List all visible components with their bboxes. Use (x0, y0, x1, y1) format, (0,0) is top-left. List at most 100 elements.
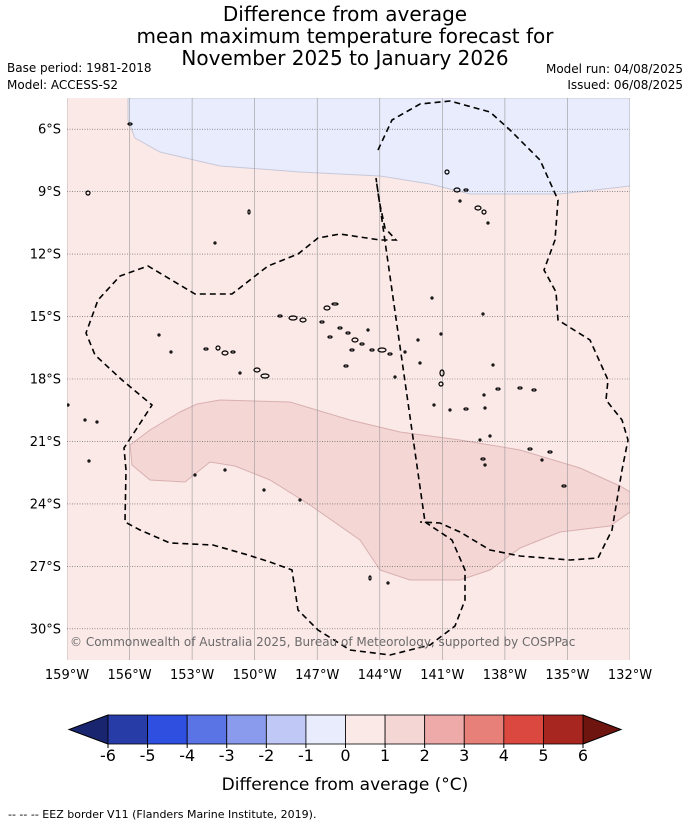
longitude-tick-label: 132°W (608, 668, 652, 683)
island-outline (540, 458, 544, 462)
colorbar-tick-label: -5 (140, 746, 156, 765)
island-outline (366, 328, 370, 332)
colorbar-swatch (384, 714, 426, 745)
copyright-notice: © Commonwealth of Australia 2025, Bureau… (70, 635, 575, 649)
colorbar-tick-label: -2 (258, 746, 274, 765)
island-outline (448, 408, 452, 412)
island-outline (95, 420, 99, 424)
graticule (67, 98, 630, 660)
island-outline (416, 338, 420, 342)
longitude-tick-label: 156°W (107, 668, 151, 683)
longitude-tick-label: 135°W (545, 668, 589, 683)
latitude-tick-label: 27°S (30, 560, 61, 575)
colorbar-swatch (503, 714, 544, 745)
colorbar-over-arrow (582, 714, 623, 745)
island-outline (386, 581, 390, 585)
colorbar-tick-label: -3 (219, 746, 235, 765)
island-outline (368, 575, 372, 581)
longitude-tick-labels: 159°W 156°W 153°W 150°W 147°W 144°W 141°W 138°W… (45, 668, 652, 683)
latitude-tick-label: 18°S (30, 373, 61, 388)
colorbar-swatch (543, 714, 584, 745)
title-line-2: mean maximum temperature forecast for (136, 24, 554, 48)
island-outline (527, 447, 533, 451)
island-outline (83, 418, 87, 422)
longitude-tick-label: 138°W (483, 668, 527, 683)
island-outline (345, 331, 351, 335)
colorbar-tick-label: -1 (298, 746, 314, 765)
title-line-3: November 2025 to January 2026 (181, 46, 509, 70)
island-outline (327, 335, 333, 339)
longitude-tick-label: 147°W (295, 668, 339, 683)
latitude-tick-label: 24°S (30, 497, 61, 512)
island-outline (85, 190, 91, 196)
island-outline (215, 345, 221, 351)
island-outline (157, 333, 161, 337)
colorbar-tick-label: 1 (380, 746, 390, 765)
colorbar-tick-label: 3 (459, 746, 469, 765)
island-outline (474, 205, 482, 211)
island-outline (491, 363, 495, 367)
island-outline (87, 459, 91, 463)
colorbar-label: Difference from average (°C) (222, 775, 469, 795)
latitude-tick-label: 6°S (38, 123, 61, 138)
base-period-label: Base period: 1981-2018 (7, 61, 152, 75)
island-outline (403, 350, 407, 354)
colorbar-tick-label: 6 (578, 746, 588, 765)
longitude-tick-label: 144°W (358, 668, 402, 683)
island-outline (481, 312, 485, 316)
latitude-tick-label: 21°S (30, 435, 61, 450)
island-outline (288, 315, 298, 321)
colorbar-swatch (424, 714, 465, 745)
latitude-tick-label: 9°S (38, 185, 61, 200)
eez-border-line (85, 100, 629, 656)
colorbar-tick-label: -6 (100, 746, 116, 765)
colorbar-legend: -6 -5 -4 -3 -2 -1 0 1 2 3 4 5 6 (67, 714, 623, 765)
island-outline (483, 463, 487, 467)
model-run-label: Model run: 04/08/2025 (545, 62, 683, 76)
island-outline (223, 468, 227, 472)
island-outline (203, 347, 209, 351)
colorbar-tick-label: -4 (179, 746, 195, 765)
colorbar-swatch (463, 714, 505, 745)
island-outline (277, 314, 283, 318)
island-outline (486, 221, 490, 225)
island-outline (377, 347, 387, 353)
longitude-tick-label: 150°W (233, 668, 277, 683)
island-outline (221, 350, 229, 356)
island-outline (230, 350, 236, 354)
island-outline (260, 373, 270, 379)
island-outline (349, 348, 355, 352)
island-outline (67, 403, 70, 407)
island-outline (369, 348, 375, 352)
island-outline (238, 371, 242, 375)
issued-label: Issued: 06/08/2025 (567, 78, 683, 92)
island-outline (432, 403, 436, 407)
colorbar-swatch (265, 714, 307, 745)
island-outline (323, 305, 331, 311)
island-outline (393, 375, 397, 379)
island-outline (458, 199, 462, 203)
island-outline (480, 457, 486, 461)
colorbar-tick-label: 2 (420, 746, 430, 765)
colorbar-swatch (305, 714, 346, 745)
island-outline (193, 473, 197, 477)
island-outline (213, 241, 217, 245)
colorbar-swatch (107, 714, 148, 745)
island-outline (453, 187, 461, 193)
island-outline (517, 386, 523, 390)
map-area (67, 98, 630, 660)
colorbar-swatch (226, 714, 267, 745)
colorbar-under-arrow (67, 714, 109, 745)
latitude-tick-label: 30°S (30, 622, 61, 637)
island-outline (478, 438, 482, 442)
island-outline (488, 434, 492, 438)
island-outline (387, 352, 393, 356)
eez-border-footnote: -- -- -- EEZ border V11 (Flanders Marine… (8, 808, 317, 821)
island-outline (331, 302, 339, 306)
islands (67, 122, 567, 585)
island-outline (531, 388, 537, 392)
colorbar-swatch (186, 714, 228, 745)
colorbar-tick-label: 0 (340, 746, 350, 765)
colorbar-tick-label: 4 (499, 746, 509, 765)
island-outline (481, 209, 487, 215)
